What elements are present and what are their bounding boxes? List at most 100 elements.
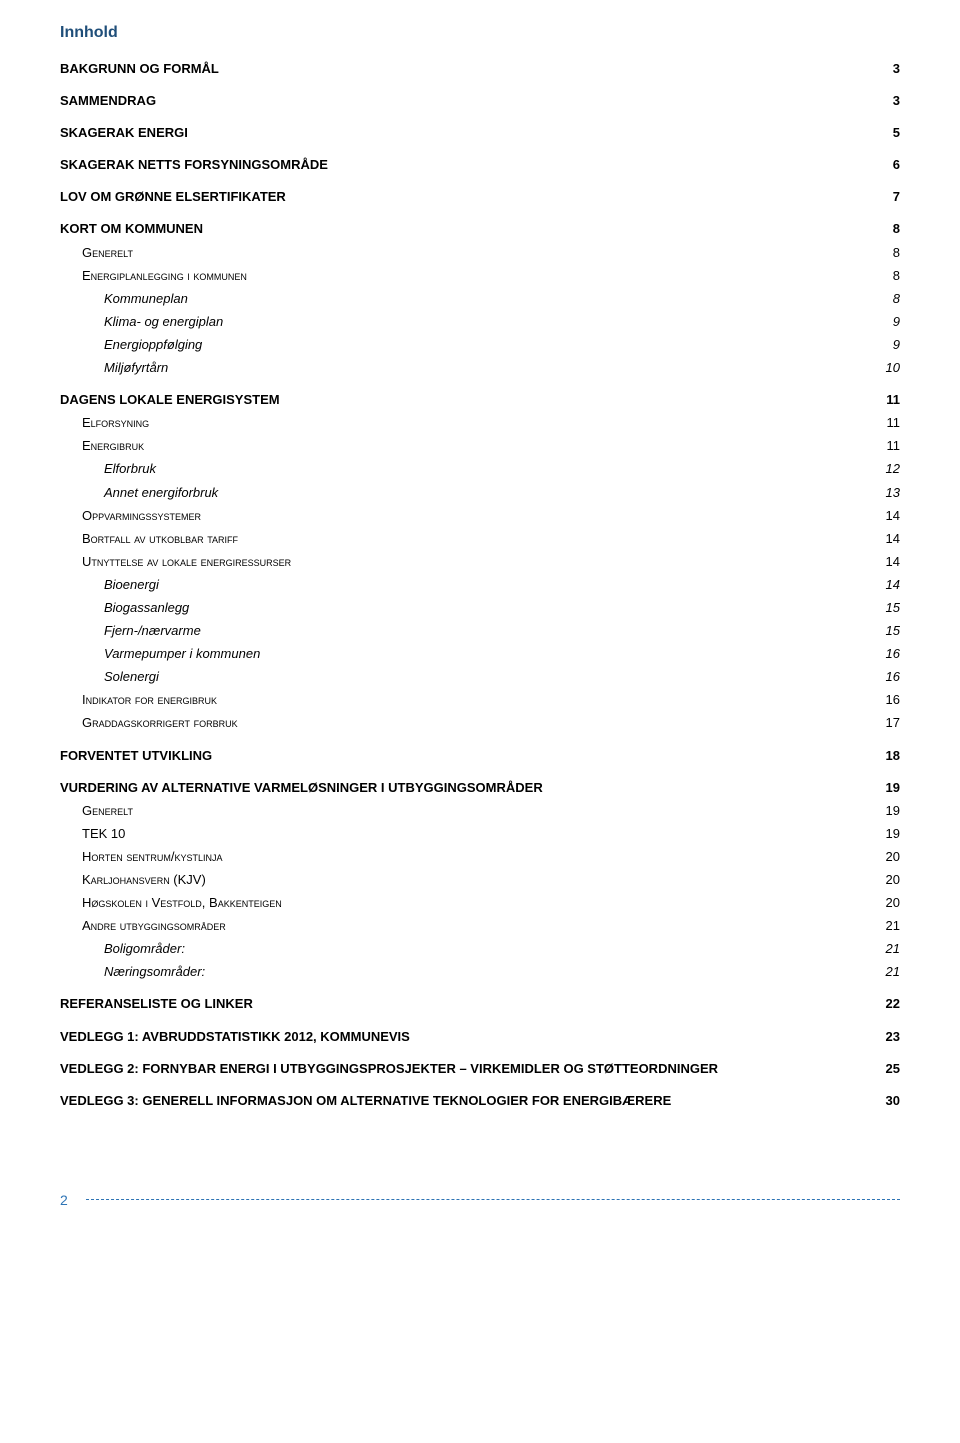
toc-leader <box>205 622 872 635</box>
toc-label: Indikator for energibruk <box>82 689 217 711</box>
toc-leader <box>189 940 872 953</box>
toc-label: VURDERING AV ALTERNATIVE VARMELØSNINGER … <box>60 777 543 799</box>
toc-label: Oppvarmingssystemer <box>82 505 201 527</box>
toc-row[interactable]: Utnyttelse av lokale energiressurser14 <box>60 551 900 573</box>
toc-leader <box>153 414 872 427</box>
toc-row[interactable]: SAMMENDRAG3 <box>60 90 900 112</box>
toc-leader <box>192 124 872 137</box>
toc-row[interactable]: Oppvarmingssystemer14 <box>60 505 900 527</box>
toc-row[interactable]: Boligområder:21 <box>60 938 900 960</box>
toc-row[interactable]: Indikator for energibruk 16 <box>60 689 900 711</box>
toc-row[interactable]: LOV OM GRØNNE ELSERTIFIKATER 7 <box>60 186 900 208</box>
toc-page: 21 <box>876 961 900 983</box>
toc-page: 17 <box>876 712 900 734</box>
toc-page: 8 <box>876 265 900 287</box>
toc-row[interactable]: BAKGRUNN OG FORMÅL3 <box>60 58 900 80</box>
toc-leader <box>547 779 872 792</box>
toc-leader <box>722 1060 872 1073</box>
toc-row[interactable]: DAGENS LOKALE ENERGISYSTEM11 <box>60 389 900 411</box>
toc-label: Klima- og energiplan <box>104 311 223 333</box>
toc-page: 22 <box>876 993 900 1015</box>
toc-label: Utnyttelse av lokale energiressurser <box>82 551 291 573</box>
toc-page: 15 <box>876 620 900 642</box>
toc-label: Graddagskorrigert forbruk <box>82 712 238 734</box>
toc-row[interactable]: KORT OM KOMMUNEN8 <box>60 218 900 240</box>
toc-row[interactable]: Energiplanlegging i kommunen8 <box>60 265 900 287</box>
toc-leader <box>216 747 872 760</box>
toc-page: 3 <box>876 58 900 80</box>
toc-row[interactable]: Karljohansvern (KJV)20 <box>60 869 900 891</box>
toc-label: VEDLEGG 3: GENERELL INFORMASJON OM ALTER… <box>60 1090 671 1112</box>
toc-page: 21 <box>876 938 900 960</box>
toc-page: 11 <box>876 435 900 457</box>
toc-page: 19 <box>876 800 900 822</box>
toc-row[interactable]: SKAGERAK NETTS FORSYNINGSOMRÅDE 6 <box>60 154 900 176</box>
toc-row[interactable]: VEDLEGG 1: AVBRUDDSTATISTIKK 2012, KOMMU… <box>60 1026 900 1048</box>
toc-page: 15 <box>876 597 900 619</box>
toc-row[interactable]: Andre utbyggingsområder21 <box>60 915 900 937</box>
toc-page: 16 <box>876 643 900 665</box>
toc-page: 7 <box>876 186 900 208</box>
toc-label: SKAGERAK NETTS FORSYNINGSOMRÅDE <box>60 154 328 176</box>
toc-row[interactable]: Næringsområder: 21 <box>60 961 900 983</box>
toc-leader <box>137 244 872 257</box>
toc-row[interactable]: Fjern-/nærvarme15 <box>60 620 900 642</box>
toc-row[interactable]: Høgskolen i Vestfold, Bakkenteigen 20 <box>60 892 900 914</box>
toc-row[interactable]: Kommuneplan8 <box>60 288 900 310</box>
toc-page: 20 <box>876 892 900 914</box>
toc-row[interactable]: Miljøfyrtårn10 <box>60 357 900 379</box>
toc-page: 14 <box>876 574 900 596</box>
toc-row[interactable]: VEDLEGG 2: FORNYBAR ENERGI I UTBYGGINGSP… <box>60 1058 900 1080</box>
toc-row[interactable]: Elforsyning11 <box>60 412 900 434</box>
toc-row[interactable]: Energibruk11 <box>60 435 900 457</box>
toc-label: VEDLEGG 1: AVBRUDDSTATISTIKK 2012, KOMMU… <box>60 1026 410 1048</box>
toc-page: 18 <box>876 745 900 767</box>
toc-row[interactable]: Annet energiforbruk13 <box>60 482 900 504</box>
toc-leader <box>295 553 872 566</box>
toc-row[interactable]: SKAGERAK ENERGI 5 <box>60 122 900 144</box>
toc-row[interactable]: Bortfall av utkoblbar tariff14 <box>60 528 900 550</box>
toc-leader <box>242 714 872 727</box>
toc-row[interactable]: Energioppfølging9 <box>60 334 900 356</box>
toc-page: 6 <box>876 154 900 176</box>
toc-page: 11 <box>876 412 900 434</box>
toc-leader <box>332 156 872 169</box>
toc-row[interactable]: Elforbruk12 <box>60 458 900 480</box>
toc-row[interactable]: Generelt19 <box>60 800 900 822</box>
toc-label: Horten sentrum/kystlinja <box>82 846 222 868</box>
toc-page: 5 <box>876 122 900 144</box>
toc-label: Energioppfølging <box>104 334 202 356</box>
toc-label: LOV OM GRØNNE ELSERTIFIKATER <box>60 186 286 208</box>
toc-leader <box>264 645 872 658</box>
toc-label: Bortfall av utkoblbar tariff <box>82 528 238 550</box>
toc-row[interactable]: Varmepumper i kommunen16 <box>60 643 900 665</box>
toc-leader <box>226 848 872 861</box>
toc-leader <box>230 917 872 930</box>
toc-row[interactable]: Generelt8 <box>60 242 900 264</box>
toc-row[interactable]: FORVENTET UTVIKLING18 <box>60 745 900 767</box>
toc-label: Høgskolen i Vestfold, Bakkenteigen <box>82 892 282 914</box>
toc-page: 19 <box>876 777 900 799</box>
toc-label: TEK 10 <box>82 823 125 845</box>
toc-row[interactable]: Klima- og energiplan9 <box>60 311 900 333</box>
toc-row[interactable]: Graddagskorrigert forbruk 17 <box>60 712 900 734</box>
toc-row[interactable]: Horten sentrum/kystlinja20 <box>60 846 900 868</box>
toc-label: SKAGERAK ENERGI <box>60 122 188 144</box>
toc-row[interactable]: Solenergi16 <box>60 666 900 688</box>
toc-label: Miljøfyrtårn <box>104 357 168 379</box>
toc-row[interactable]: VEDLEGG 3: GENERELL INFORMASJON OM ALTER… <box>60 1090 900 1112</box>
toc-page: 8 <box>876 218 900 240</box>
toc-leader <box>675 1092 872 1105</box>
toc-row[interactable]: TEK 1019 <box>60 823 900 845</box>
toc-row[interactable]: Bioenergi14 <box>60 574 900 596</box>
footer: 2 <box>60 1192 900 1208</box>
toc-page: 12 <box>876 458 900 480</box>
toc-page: 23 <box>876 1026 900 1048</box>
toc-row[interactable]: Biogassanlegg15 <box>60 597 900 619</box>
toc-page: 21 <box>876 915 900 937</box>
toc-label: Næringsområder: <box>104 961 205 983</box>
toc-row[interactable]: VURDERING AV ALTERNATIVE VARMELØSNINGER … <box>60 777 900 799</box>
toc-leader <box>163 576 872 589</box>
toc-page: 16 <box>876 689 900 711</box>
toc-row[interactable]: REFERANSELISTE OG LINKER22 <box>60 993 900 1015</box>
